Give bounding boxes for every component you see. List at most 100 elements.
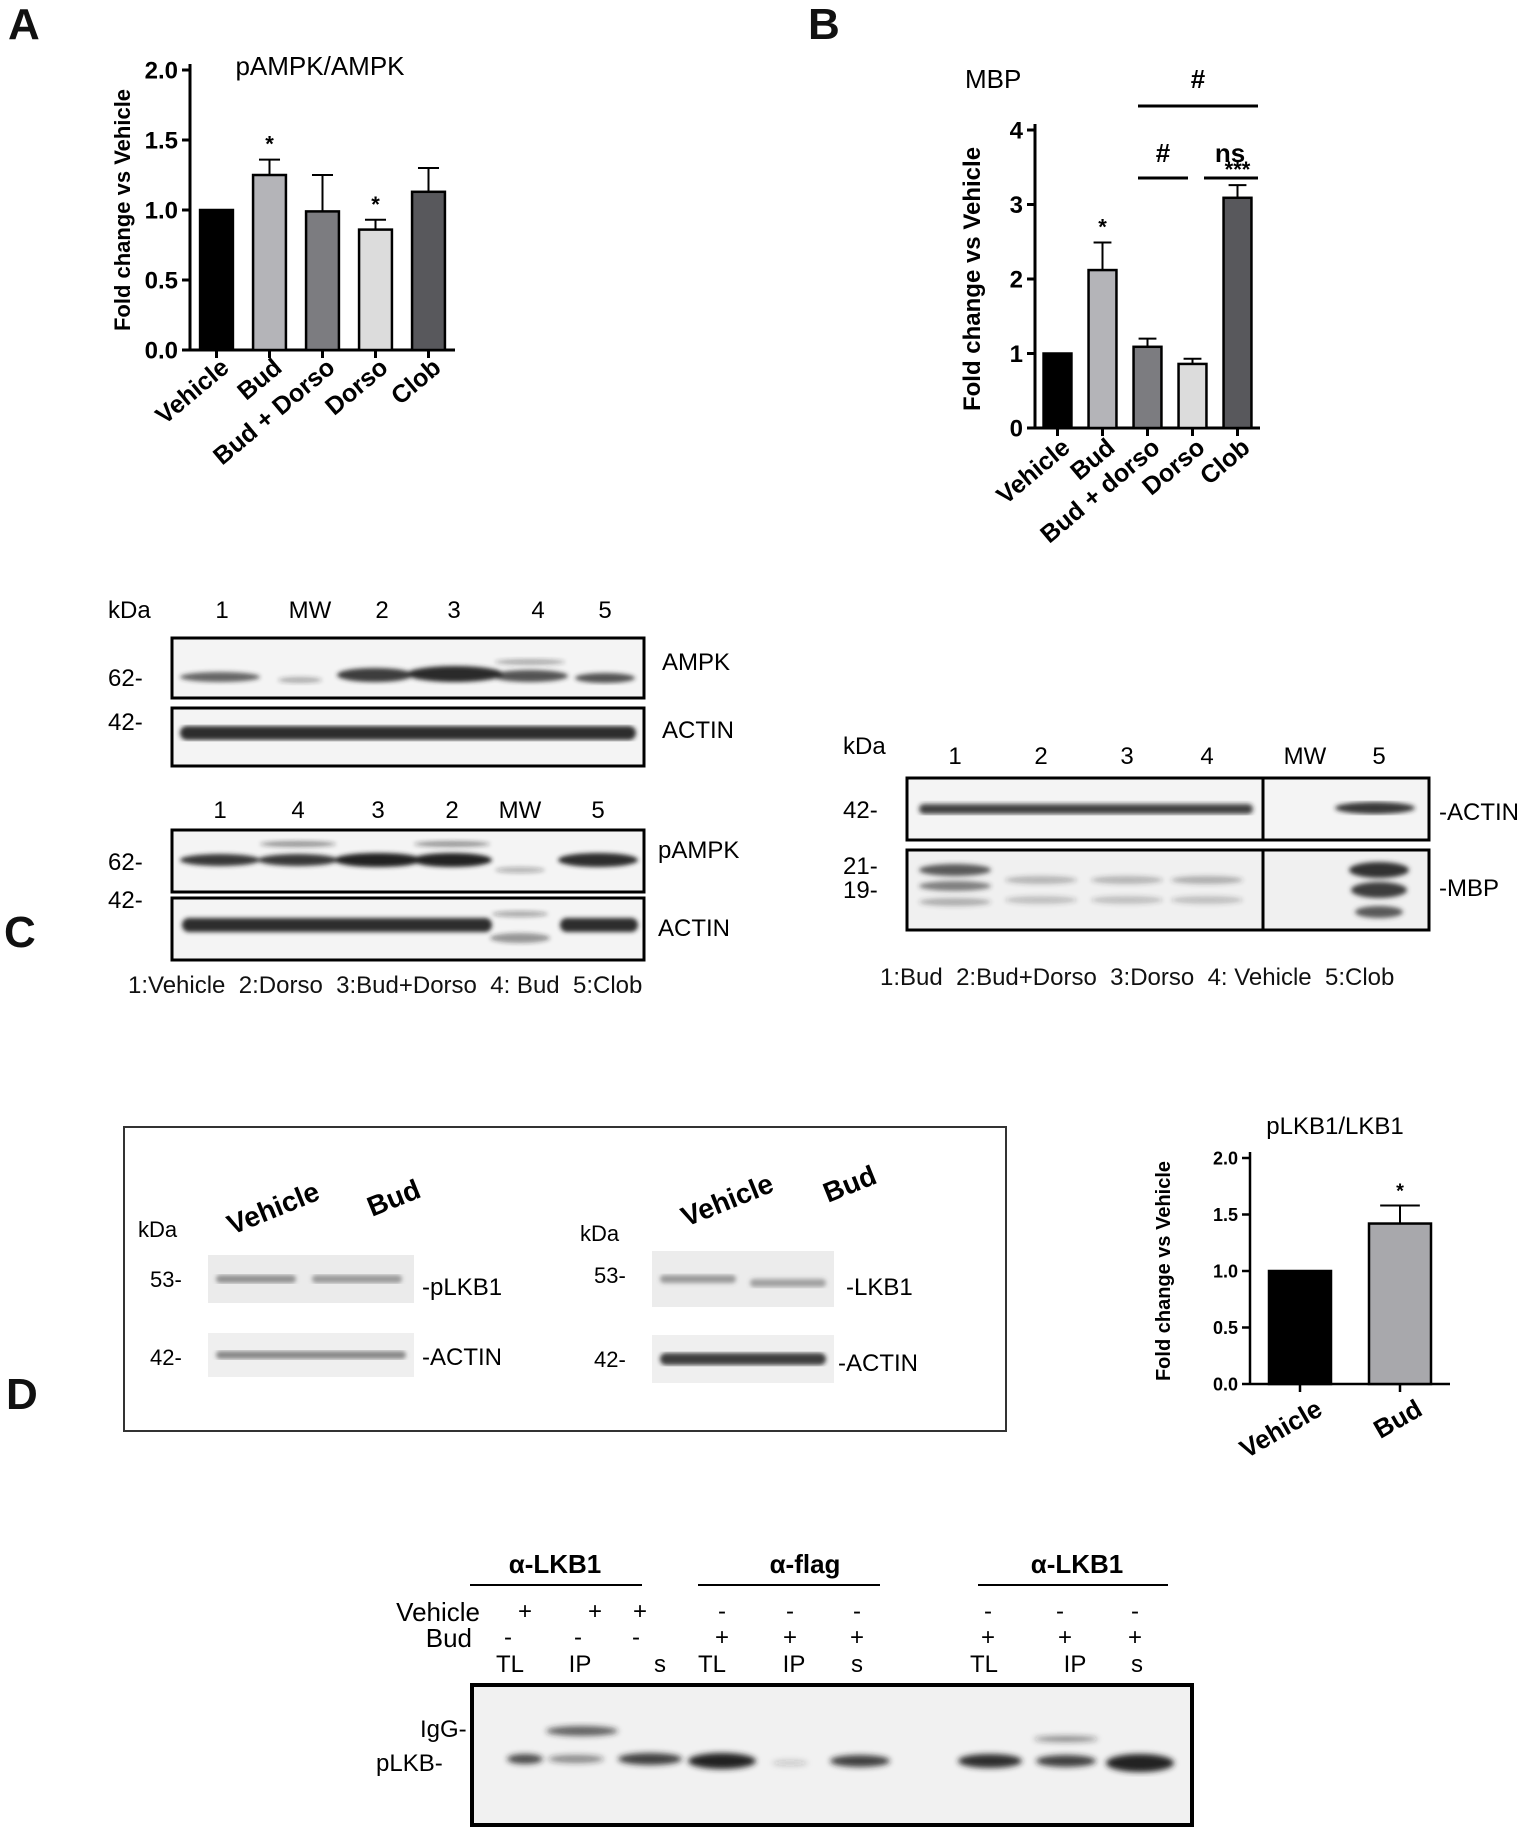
chart-pampk-ampk: pAMPK/AMPK Fold change vs Vehicle 0.0 0.5 1.… xyxy=(110,51,455,471)
band xyxy=(919,898,991,906)
fraction-label: s xyxy=(654,1651,666,1678)
sign: - xyxy=(718,1598,726,1625)
sign: + xyxy=(1058,1624,1072,1651)
kda-label: kDa xyxy=(580,1221,620,1246)
lane-label: MW xyxy=(1284,743,1327,770)
sign: + xyxy=(1128,1624,1142,1651)
blot-lkb1-box: kDa Vehicle Bud 53- -pLKB1 42- -ACTIN kD… xyxy=(123,1126,1007,1432)
band xyxy=(1349,862,1409,878)
band xyxy=(216,1275,296,1283)
y-tick-label: 0.5 xyxy=(145,268,178,295)
band xyxy=(830,1755,890,1767)
bar xyxy=(251,173,288,352)
panel-letter-a: A xyxy=(8,0,40,49)
lane-label: 4 xyxy=(1200,743,1213,770)
bar xyxy=(1087,268,1118,430)
band xyxy=(278,677,322,683)
band xyxy=(492,911,548,917)
band xyxy=(1171,896,1243,904)
x-tick-label: Clob xyxy=(1195,433,1256,490)
blot-label-mbp: -MBP xyxy=(1439,875,1499,902)
significance-marker: * xyxy=(265,132,274,157)
kda-label: kDa xyxy=(843,733,886,760)
fraction-label: s xyxy=(1131,1651,1143,1678)
significance-marker: * xyxy=(1098,214,1107,239)
band-igg xyxy=(546,1726,618,1736)
blot-pampk-actin: 1 4 3 2 MW 5 62- pAMPK 42- ACTIN xyxy=(108,797,739,962)
band xyxy=(1036,1755,1096,1767)
band xyxy=(660,1275,736,1283)
sign: + xyxy=(981,1624,995,1651)
band xyxy=(1171,876,1243,884)
band xyxy=(1005,896,1077,904)
legend-item: 5:Clob xyxy=(1324,964,1395,991)
lane-label: 1 xyxy=(215,597,228,624)
ip-blot-panel: α-LKB1 α-flag α-LKB1 Vehicle Bud + + + -… xyxy=(376,1549,1194,1827)
mw-marker: 21- xyxy=(843,853,878,880)
significance-brackets: # # ns xyxy=(1138,64,1258,180)
blot-membrane-ampk xyxy=(170,636,646,700)
x-tick-label: Dorso xyxy=(320,353,393,421)
y-tick-label: 0 xyxy=(1010,416,1023,443)
row-label-bud: Bud xyxy=(426,1623,472,1653)
band xyxy=(507,1754,543,1764)
band-label-igg: IgG- xyxy=(420,1716,467,1743)
band xyxy=(919,864,991,876)
band xyxy=(180,854,260,866)
mw-marker: 62- xyxy=(108,665,143,692)
lane-label: 2 xyxy=(445,797,458,824)
band xyxy=(216,1351,406,1359)
mw-marker: 42- xyxy=(594,1347,626,1372)
panel-letter-c: C xyxy=(4,908,36,957)
band xyxy=(1351,882,1407,898)
band xyxy=(260,841,336,847)
lane-label: 1 xyxy=(213,797,226,824)
legend-item: 4: Bud xyxy=(490,972,560,999)
band xyxy=(688,1753,756,1769)
band xyxy=(1335,802,1415,814)
kda-label: kDa xyxy=(138,1217,178,1242)
y-tick-label: 1.5 xyxy=(145,128,178,155)
significance-marker: * xyxy=(371,192,380,217)
band xyxy=(1106,1754,1174,1772)
lane-label: 3 xyxy=(447,597,460,624)
y-tick-label: 1.5 xyxy=(1213,1205,1238,1225)
band xyxy=(492,670,568,682)
legend-item: 1:Vehicle xyxy=(128,972,226,999)
band xyxy=(495,867,545,873)
sign: + xyxy=(518,1598,532,1625)
legend-item: 5:Clob xyxy=(572,972,643,999)
band xyxy=(182,918,492,932)
sign: - xyxy=(984,1598,992,1625)
band xyxy=(958,1754,1022,1768)
sig-label-top: # xyxy=(1191,64,1206,94)
sign: - xyxy=(1056,1598,1064,1625)
y-tick-label: 0.0 xyxy=(145,338,178,365)
lane-label: 3 xyxy=(371,797,384,824)
blot-label-actin: -ACTIN xyxy=(1439,799,1519,826)
legend-item: 1:Bud xyxy=(880,964,943,991)
chart-plkb1-lkb1: pLKB1/LKB1 Fold change vs Vehicle 0.0 0.5 1.… xyxy=(1153,1113,1450,1464)
x-tick-label: Clob xyxy=(386,353,447,410)
band xyxy=(575,673,635,683)
fraction-label: s xyxy=(851,1651,863,1678)
mw-marker: 42- xyxy=(150,1345,182,1370)
mw-marker: 62- xyxy=(108,849,143,876)
blot-label-ampk: AMPK xyxy=(662,649,730,676)
blot-actin-mbp: kDa 1 2 3 4 MW 5 42- -ACTIN 21- 19- -MBP xyxy=(843,733,1519,932)
blot-label-pampk: pAMPK xyxy=(658,837,739,864)
y-axis-label: Fold change vs Vehicle xyxy=(1153,1161,1175,1381)
band xyxy=(772,1760,808,1766)
y-tick-label: 2 xyxy=(1010,267,1023,294)
mw-marker: 53- xyxy=(594,1263,626,1288)
panel-letter-b: B xyxy=(808,0,840,49)
blot-label-actin: -ACTIN xyxy=(838,1350,918,1377)
band xyxy=(1091,896,1163,904)
bar xyxy=(1042,352,1073,430)
x-tick-label: Vehicle xyxy=(1234,1393,1327,1464)
sign: - xyxy=(1131,1598,1139,1625)
sign: - xyxy=(504,1624,512,1651)
y-tick-label: 1 xyxy=(1010,341,1023,368)
blot-legend-a: 1:Vehicle 2:Dorso 3:Bud+Dorso 4: Bud 5:C… xyxy=(128,972,642,1000)
